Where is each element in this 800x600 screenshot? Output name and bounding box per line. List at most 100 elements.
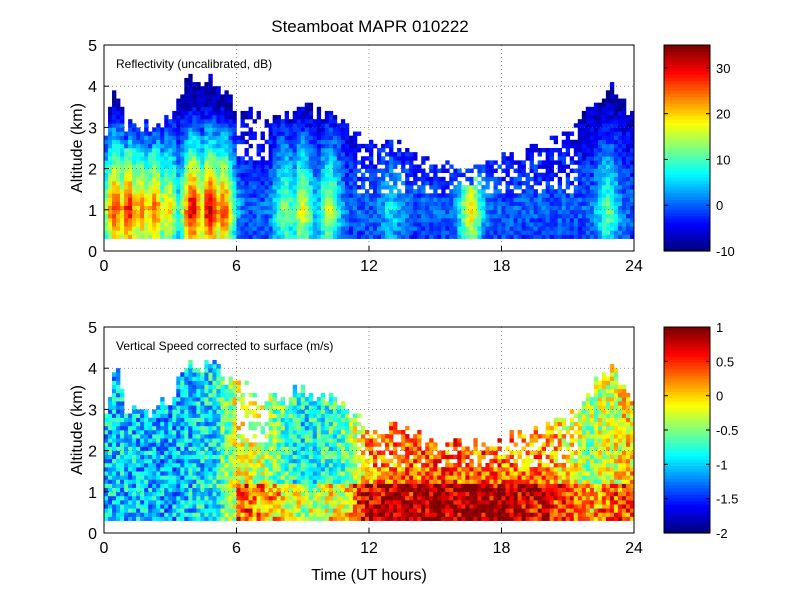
reflectivity-cell — [609, 234, 615, 239]
reflectivity-cell — [280, 201, 285, 206]
reflectivity-cell — [316, 234, 322, 239]
vertical-speed-cell — [276, 450, 281, 456]
vertical-speed-cell — [176, 454, 181, 460]
reflectivity-cell — [312, 148, 318, 153]
reflectivity-cell — [128, 205, 133, 211]
reflectivity-cell — [385, 218, 390, 223]
vertical-speed-cell — [156, 462, 161, 468]
reflectivity-cell — [184, 82, 189, 87]
reflectivity-cell — [156, 168, 161, 174]
vertical-speed-cell — [120, 425, 125, 431]
reflectivity-cell — [144, 148, 149, 153]
reflectivity-cell — [613, 176, 619, 182]
reflectivity-cell — [485, 160, 490, 165]
reflectivity-cell — [561, 213, 567, 219]
reflectivity-cell — [208, 106, 213, 112]
vertical-speed-cell — [196, 409, 201, 414]
vertical-speed-cell — [232, 438, 237, 443]
vertical-speed-cell — [168, 409, 173, 414]
reflectivity-cell — [300, 148, 306, 153]
vertical-speed-cell — [288, 401, 294, 406]
vertical-speed-cell — [128, 458, 133, 464]
reflectivity-cell — [140, 205, 145, 211]
reflectivity-cell — [493, 234, 498, 239]
reflectivity-cell — [220, 197, 225, 202]
vertical-speed-cell — [112, 508, 117, 513]
reflectivity-cell — [324, 123, 330, 128]
vertical-speed-cell — [204, 409, 209, 414]
reflectivity-cell — [184, 176, 189, 182]
vertical-speed-cell — [224, 450, 229, 456]
reflectivity-cell — [437, 222, 442, 227]
reflectivity-cell — [116, 131, 121, 136]
vertical-speed-cell — [140, 487, 145, 493]
reflectivity-cell — [220, 218, 225, 223]
vertical-speed-cell — [168, 500, 173, 505]
reflectivity-cell — [108, 135, 113, 141]
reflectivity-cell — [401, 160, 406, 165]
vertical-speed-cell — [236, 425, 241, 431]
reflectivity-cell — [148, 148, 153, 153]
reflectivity-cell — [348, 226, 354, 231]
reflectivity-cell — [252, 197, 257, 202]
reflectivity-cell — [352, 156, 358, 161]
reflectivity-cell — [200, 148, 205, 153]
reflectivity-cell — [605, 205, 611, 211]
vertical-speed-cell — [176, 450, 181, 456]
reflectivity-cell — [445, 201, 450, 206]
vertical-speed-cell — [204, 421, 209, 427]
reflectivity-cell — [268, 172, 273, 178]
reflectivity-cell — [369, 143, 374, 149]
reflectivity-cell — [457, 205, 462, 211]
reflectivity-cell — [316, 168, 322, 174]
reflectivity-cell — [132, 222, 137, 227]
vertical-speed-cell — [112, 425, 117, 431]
reflectivity-cell — [292, 131, 298, 136]
reflectivity-cell — [148, 205, 153, 211]
vertical-speed-cell — [180, 483, 185, 488]
vertical-speed-cell — [248, 462, 253, 468]
vertical-speed-cell — [220, 483, 225, 488]
vertical-speed-cell — [192, 409, 197, 414]
reflectivity-cell — [164, 131, 169, 136]
vertical-speed-cell — [276, 434, 281, 439]
reflectivity-cell — [272, 222, 277, 227]
reflectivity-cell — [316, 176, 322, 182]
vertical-speed-cell — [268, 446, 273, 451]
reflectivity-cell — [581, 115, 587, 120]
reflectivity-cell — [517, 168, 522, 174]
reflectivity-cell — [292, 115, 298, 120]
reflectivity-cell — [569, 193, 575, 198]
reflectivity-cell — [144, 119, 149, 124]
reflectivity-cell — [108, 148, 113, 153]
reflectivity-cell — [609, 106, 615, 112]
reflectivity-cell — [168, 176, 173, 182]
reflectivity-cell — [268, 139, 273, 145]
reflectivity-cell — [601, 205, 607, 211]
reflectivity-cell — [172, 172, 177, 178]
vertical-speed-cell — [108, 413, 113, 418]
reflectivity-cell — [172, 226, 177, 231]
vertical-speed-cell — [240, 500, 245, 505]
reflectivity-cell — [328, 189, 334, 194]
reflectivity-cell — [252, 209, 257, 215]
reflectivity-cell — [593, 226, 599, 231]
reflectivity-cell — [232, 185, 237, 190]
reflectivity-cell — [284, 110, 289, 116]
vertical-speed-cell — [164, 454, 169, 460]
reflectivity-cell — [441, 197, 446, 202]
reflectivity-cell — [216, 180, 221, 186]
vertical-speed-cell — [156, 446, 161, 451]
reflectivity-cell — [577, 230, 583, 235]
vertical-speed-cell — [236, 380, 241, 385]
vertical-speed-cell — [232, 512, 237, 517]
reflectivity-cell — [485, 226, 490, 231]
reflectivity-cell — [272, 176, 277, 182]
vertical-speed-cell — [216, 368, 221, 373]
reflectivity-cell — [204, 176, 209, 182]
reflectivity-cell — [629, 123, 635, 128]
reflectivity-cell — [385, 180, 390, 186]
reflectivity-cell — [312, 127, 318, 132]
reflectivity-cell — [300, 213, 306, 219]
reflectivity-cell — [264, 201, 269, 206]
